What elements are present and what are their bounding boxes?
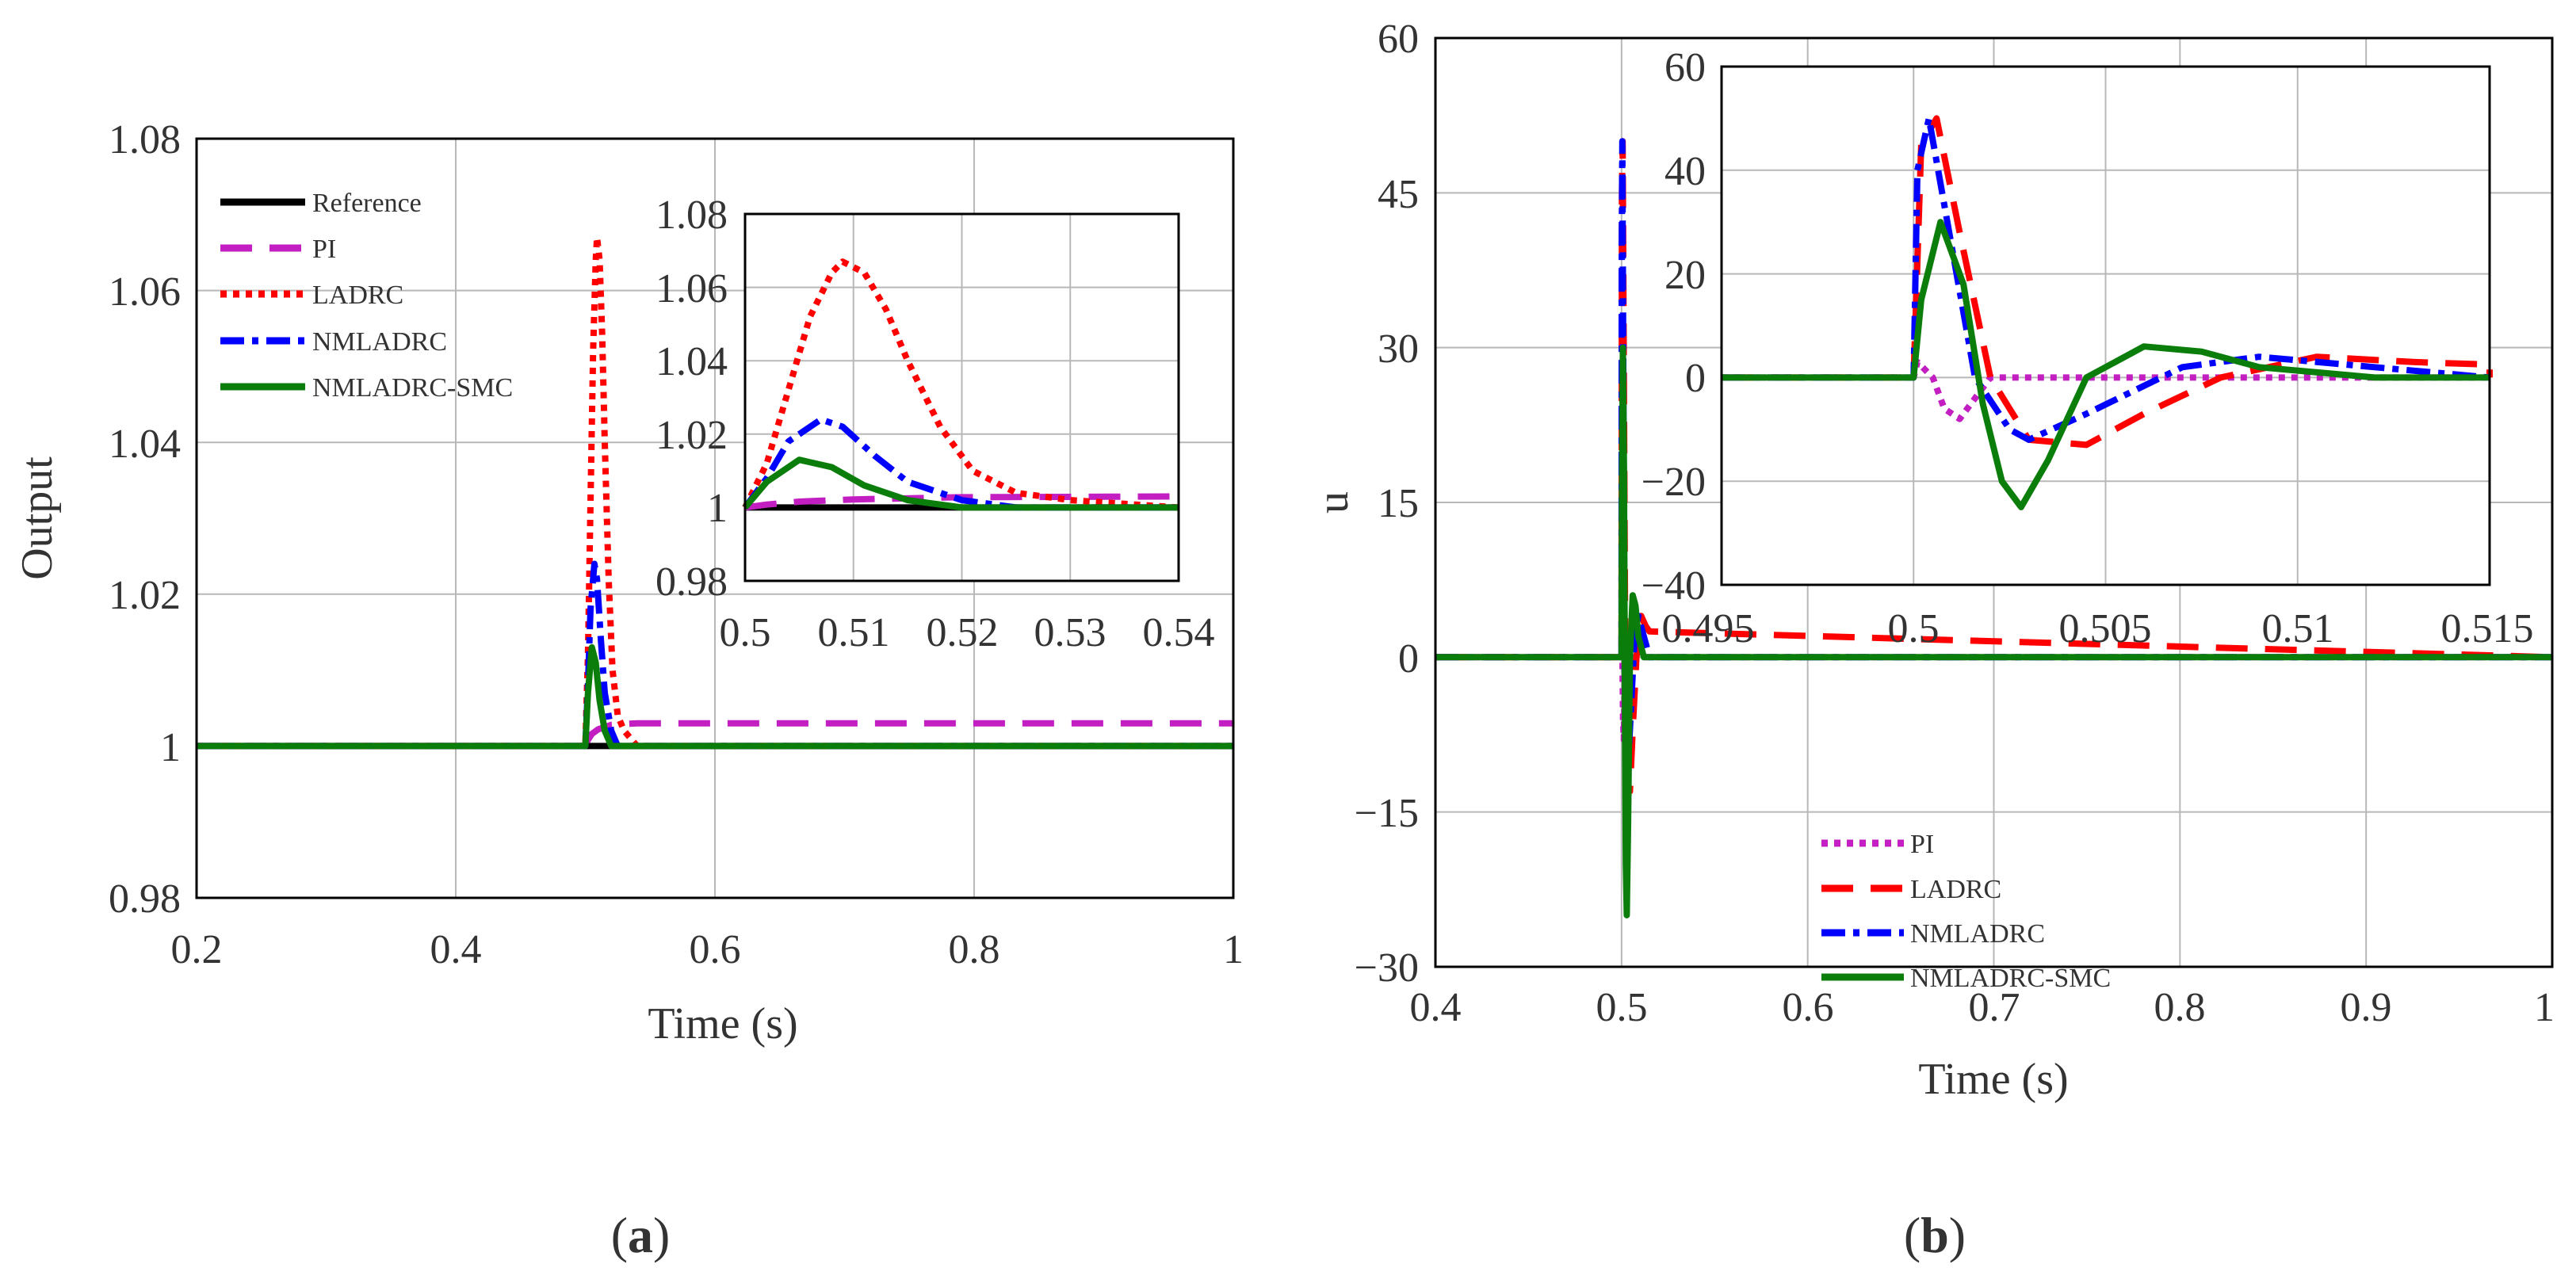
b-inset-ytick: 60 (1664, 45, 1706, 90)
a-series-nmladrc-smc (197, 643, 1233, 750)
b-y-axis-label: u (1309, 491, 1358, 514)
b-inset-series-nmladrc-smc (1722, 219, 2490, 510)
a-inset-ytick: 1.06 (655, 266, 728, 311)
a-legend-label: PI (312, 235, 336, 264)
b-xtick: 1 (2534, 985, 2555, 1030)
a-inset-ytick: 1 (707, 486, 728, 531)
panel-a-legend: Reference PI LADRC NMLADRC NMLADRC-SMC (220, 189, 513, 403)
a-inset-ytick: 1.08 (655, 193, 728, 238)
b-ytick: −30 (1355, 945, 1419, 991)
b-xtick: 0.9 (2341, 985, 2392, 1030)
b-legend-label: PI (1910, 830, 1934, 859)
b-ytick: 30 (1378, 326, 1419, 372)
b-inset-series-ladrc (1722, 115, 2493, 449)
b-xtick: 0.5 (1596, 985, 1648, 1030)
a-legend-label: LADRC (312, 281, 403, 310)
a-ytick: 0.98 (109, 876, 181, 922)
panel-a-y-ticks: 0.98 1 1.02 1.04 1.06 1.08 (109, 117, 181, 922)
b-inset-ytick: −40 (1642, 563, 1706, 609)
b-inset-series (1722, 115, 2493, 510)
a-ytick: 1.04 (109, 422, 181, 467)
a-ytick: 1.06 (109, 269, 181, 315)
panel-a-inset: 0.5 0.51 0.52 0.53 0.54 0.98 1 1.02 1.04… (655, 193, 1215, 655)
panel-a-series (197, 234, 1233, 750)
a-xtick: 0.4 (430, 927, 482, 972)
a-inset-y-ticks: 0.98 1 1.02 1.04 1.06 1.08 (655, 193, 728, 605)
b-inset-ytick: 40 (1664, 149, 1706, 194)
a-xtick: 0.6 (690, 927, 741, 972)
a-xtick: 0.8 (949, 927, 1000, 972)
a-inset-series-nmladrc (742, 416, 1179, 511)
b-inset-ytick: 0 (1685, 356, 1706, 401)
b-ytick: 0 (1398, 636, 1419, 682)
a-inset-xtick: 0.5 (720, 610, 771, 655)
a-inset-series-nmladrc-smc (742, 456, 1179, 511)
b-ytick: 15 (1378, 481, 1419, 526)
b-ytick: 60 (1378, 17, 1419, 62)
b-legend-label: NMLADRC (1910, 919, 2045, 949)
b-inset-xtick: 0.515 (2441, 606, 2534, 651)
b-inset-x-ticks: 0.495 0.5 0.505 0.51 0.515 (1662, 606, 2534, 651)
a-inset-xtick: 0.52 (927, 610, 999, 655)
b-inset-series-nmladrc (1722, 115, 2490, 443)
b-inset-xtick: 0.51 (2262, 606, 2334, 651)
b-inset-y-ticks: −40 −20 0 20 40 60 (1642, 45, 1706, 609)
a-inset-ytick: 1.04 (655, 339, 728, 384)
b-inset-xtick: 0.5 (1888, 606, 1940, 651)
panel-b-legend: PI LADRC NMLADRC NMLADRC-SMC (1821, 830, 2111, 993)
b-xtick: 0.8 (2154, 985, 2206, 1030)
b-inset-xtick: 0.505 (2059, 606, 2152, 651)
panel-b-series (1435, 138, 2553, 918)
panel-b: 0.4 0.5 0.6 0.7 0.8 0.9 1 −30 −15 0 15 3… (1309, 17, 2555, 1263)
b-ytick: −15 (1355, 791, 1419, 836)
a-series-ladrc (197, 234, 1233, 750)
a-inset-xtick: 0.54 (1143, 610, 1215, 655)
a-inset-x-ticks: 0.5 0.51 0.52 0.53 0.54 (720, 610, 1215, 655)
a-xtick: 0.2 (171, 927, 223, 972)
a-ytick: 1.08 (109, 117, 181, 162)
a-inset-xtick: 0.51 (818, 610, 890, 655)
a-inset-series-ladrc (742, 258, 1179, 511)
a-x-axis-label: Time (s) (648, 999, 797, 1048)
b-series-nmladrc-smc (1435, 344, 2552, 918)
b-x-axis-label: Time (s) (1918, 1055, 2068, 1104)
b-xtick: 0.4 (1410, 985, 1462, 1030)
a-ytick: 1 (160, 725, 181, 770)
panel-a-caption: (a) (611, 1207, 671, 1263)
panel-b-caption: (b) (1904, 1207, 1966, 1263)
a-inset-series-pi (744, 493, 1179, 511)
b-inset-ytick: 20 (1664, 253, 1706, 298)
b-legend-label: NMLADRC-SMC (1910, 964, 2111, 993)
a-legend-label: Reference (312, 189, 422, 218)
panel-a: 0.2 0.4 0.6 0.8 1 0.98 1 1.02 1.04 1.06 … (13, 117, 1244, 1263)
a-inset-xtick: 0.53 (1034, 610, 1106, 655)
b-xtick: 0.7 (1969, 985, 2020, 1030)
panel-b-x-ticks: 0.4 0.5 0.6 0.7 0.8 0.9 1 (1410, 985, 2555, 1030)
a-ytick: 1.02 (109, 573, 181, 618)
b-ytick: 45 (1378, 172, 1419, 217)
b-inset-xtick: 0.495 (1662, 606, 1755, 651)
b-inset-ytick: −20 (1642, 460, 1706, 505)
b-legend-label: LADRC (1910, 875, 2001, 904)
a-inset-series (742, 258, 1179, 511)
a-legend-label: NMLADRC-SMC (312, 373, 513, 403)
a-inset-ytick: 0.98 (655, 559, 728, 605)
a-series-pi (197, 720, 1233, 750)
a-legend-label: NMLADRC (312, 327, 447, 357)
panel-a-x-ticks: 0.2 0.4 0.6 0.8 1 (171, 927, 1244, 972)
b-xtick: 0.6 (1783, 985, 1834, 1030)
a-inset-ytick: 1.02 (655, 413, 728, 458)
a-xtick: 1 (1223, 927, 1244, 972)
a-y-axis-label: Output (13, 456, 62, 580)
panel-b-y-ticks: −30 −15 0 15 30 45 60 (1355, 17, 1419, 991)
panel-b-inset: 0.495 0.5 0.505 0.51 0.515 −40 −20 0 20 … (1642, 45, 2534, 651)
